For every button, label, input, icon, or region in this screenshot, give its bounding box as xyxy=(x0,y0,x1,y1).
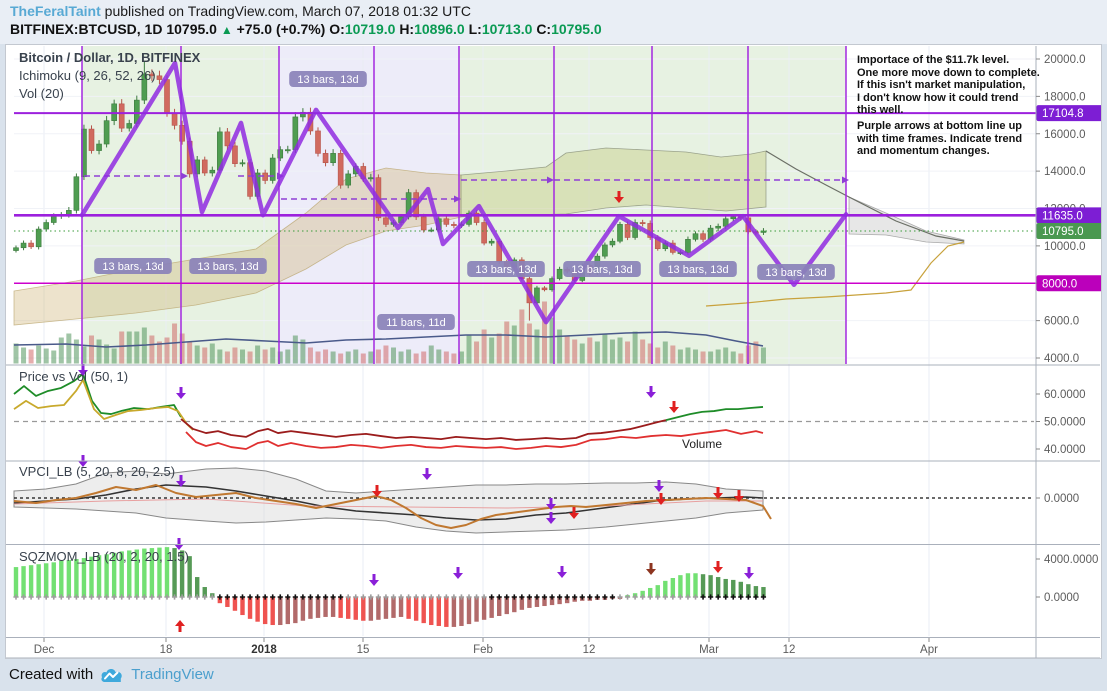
svg-text:17104.8: 17104.8 xyxy=(1042,108,1084,120)
annotation-note-2: Purple arrows at bottom line up with tim… xyxy=(857,120,1023,157)
svg-text:50.0000: 50.0000 xyxy=(1044,417,1086,429)
svg-text:18000.0: 18000.0 xyxy=(1044,91,1086,103)
svg-text:13 bars, 13d: 13 bars, 13d xyxy=(667,264,728,276)
panel2-title: Price vs Vol (50, 1) xyxy=(19,369,129,384)
svg-text:14000.0: 14000.0 xyxy=(1044,166,1086,178)
svg-text:Feb: Feb xyxy=(473,644,493,656)
svg-text:10795.0: 10795.0 xyxy=(1042,226,1084,238)
up-triangle-icon: ▲ xyxy=(220,23,233,37)
svg-text:13 bars, 13d: 13 bars, 13d xyxy=(571,264,632,276)
svg-text:4000.0000: 4000.0000 xyxy=(1044,554,1098,566)
tradingview-brand-link[interactable]: TradingView xyxy=(131,666,214,683)
svg-text:20000.0: 20000.0 xyxy=(1044,54,1086,66)
volume-line-label: Volume xyxy=(682,437,723,451)
chart-canvas: 13 bars, 13d 13 bars, 13d 13 bars, 13d 13 b… xyxy=(6,46,1101,658)
symbol-name: BITFINEX:BTCUSD, 1D xyxy=(10,21,163,37)
svg-text:Dec: Dec xyxy=(34,644,55,656)
panel3-title: VPCI_LB (5, 20, 8, 20, 2.5) xyxy=(19,464,176,479)
svg-text:13 bars, 13d: 13 bars, 13d xyxy=(102,261,163,273)
svg-text:6000.0: 6000.0 xyxy=(1044,316,1079,328)
svg-text:0.0000: 0.0000 xyxy=(1044,493,1079,505)
chart-card: 13 bars, 13d 13 bars, 13d 13 bars, 13d 13 b… xyxy=(5,44,1102,659)
created-with-text: Created with xyxy=(9,666,94,683)
svg-text:13 bars, 13d: 13 bars, 13d xyxy=(765,267,826,279)
open-label: O: xyxy=(329,21,345,37)
price-change: +75.0 (+0.7%) xyxy=(236,21,326,37)
svg-text:Apr: Apr xyxy=(920,644,938,656)
svg-text:13 bars, 13d: 13 bars, 13d xyxy=(197,261,258,273)
svg-text:18: 18 xyxy=(160,644,173,656)
svg-text:40.0000: 40.0000 xyxy=(1044,444,1086,456)
svg-text:10000.0: 10000.0 xyxy=(1044,241,1086,253)
svg-text:60.0000: 60.0000 xyxy=(1044,389,1086,401)
low-label: L: xyxy=(468,21,482,37)
low-value: 10713.0 xyxy=(481,21,533,37)
close-label: C: xyxy=(536,21,552,37)
svg-text:13 bars, 13d: 13 bars, 13d xyxy=(297,74,358,86)
svg-text:2018: 2018 xyxy=(251,644,277,656)
panel4-title: SQZMOM_LB (20, 2, 20, 1.5) xyxy=(19,549,189,564)
svg-text:11 bars, 11d: 11 bars, 11d xyxy=(386,317,446,329)
symbol-line: BITFINEX:BTCUSD, 1D 10795.0 ▲ +75.0 (+0.… xyxy=(10,21,1107,37)
high-label: H: xyxy=(399,21,415,37)
svg-text:8000.0: 8000.0 xyxy=(1042,278,1077,290)
svg-text:15: 15 xyxy=(357,644,370,656)
publish-line: TheFeralTaint published on TradingView.c… xyxy=(10,3,1107,19)
svg-text:Mar: Mar xyxy=(699,644,719,656)
svg-text:11635.0: 11635.0 xyxy=(1042,210,1083,222)
footer: Created with TradingView xyxy=(0,659,1107,690)
username-link[interactable]: TheFeralTaint xyxy=(10,3,101,19)
open-value: 10719.0 xyxy=(344,21,396,37)
svg-text:4000.0: 4000.0 xyxy=(1044,353,1079,365)
svg-text:13 bars, 13d: 13 bars, 13d xyxy=(475,264,536,276)
close-value: 10795.0 xyxy=(551,21,602,37)
last-price: 10795.0 xyxy=(166,21,217,37)
publish-header: TheFeralTaint published on TradingView.c… xyxy=(0,0,1107,44)
svg-text:0.0000: 0.0000 xyxy=(1044,592,1079,604)
svg-text:12: 12 xyxy=(583,644,596,656)
svg-text:12: 12 xyxy=(783,644,796,656)
annotation-note-1: Importace of the $11.7k level. One more … xyxy=(857,54,1040,116)
published-text: published on TradingView.com, March 07, … xyxy=(104,3,471,19)
svg-text:16000.0: 16000.0 xyxy=(1044,129,1086,141)
tradingview-logo-icon xyxy=(101,668,122,682)
high-value: 10896.0 xyxy=(414,21,465,37)
